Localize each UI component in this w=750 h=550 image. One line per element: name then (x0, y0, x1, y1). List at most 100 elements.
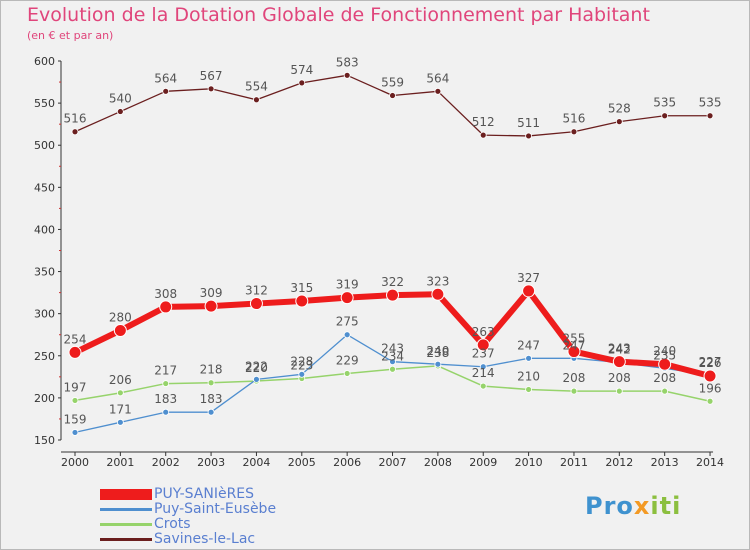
data-label: 218 (200, 363, 223, 377)
data-point (116, 389, 124, 397)
y-tick-label: 150 (34, 434, 55, 447)
data-label: 171 (109, 402, 132, 416)
data-label: 217 (154, 364, 177, 378)
data-label: 312 (245, 284, 268, 298)
data-labels-layer: 516 540 564 567 554 574 583 559 564 512 511 516 528 5… (64, 55, 722, 426)
data-label: 223 (290, 359, 313, 373)
data-label: 247 (517, 338, 540, 352)
data-label: 237 (472, 347, 495, 361)
data-point (434, 360, 442, 368)
data-label: 323 (426, 274, 449, 288)
data-point (162, 408, 170, 416)
x-tick-label: 2014 (696, 456, 724, 469)
y-tick-label: 550 (34, 97, 55, 110)
data-label: 234 (381, 349, 404, 363)
data-point (298, 79, 306, 87)
data-point (522, 284, 536, 298)
data-point (706, 112, 714, 120)
data-label: 567 (200, 69, 223, 83)
data-point (389, 92, 396, 99)
data-point (479, 382, 487, 390)
data-label: 540 (109, 92, 132, 106)
data-point (253, 96, 260, 104)
data-label: 208 (608, 371, 631, 385)
data-point (159, 300, 173, 314)
data-label: 183 (200, 392, 223, 406)
data-point (249, 297, 263, 311)
data-point (479, 363, 487, 371)
data-label: 206 (109, 373, 132, 387)
data-label: 583 (336, 55, 359, 69)
data-label: 255 (563, 332, 586, 346)
data-label: 196 (699, 381, 722, 395)
data-point (295, 294, 309, 308)
axes: 150 200 250 300 350 400 450 500 550 600 2000 2001 20… (34, 55, 724, 469)
legend-swatch (100, 508, 152, 511)
logo-part-iti: iti (650, 492, 682, 520)
data-point (434, 87, 442, 95)
data-point (661, 112, 669, 120)
data-label: 214 (472, 366, 495, 380)
data-point (343, 71, 351, 79)
y-tick-label: 350 (34, 266, 55, 279)
x-tick-label: 2005 (288, 456, 316, 469)
data-label: 210 (517, 369, 540, 383)
series-puy-sani-res (68, 284, 717, 383)
data-point (343, 331, 351, 339)
data-label: 511 (517, 116, 540, 130)
data-label: 319 (336, 278, 359, 292)
data-point (525, 354, 532, 362)
y-tick-label: 250 (34, 350, 55, 363)
data-point (204, 299, 218, 313)
data-label: 564 (426, 71, 449, 85)
data-label: 263 (472, 325, 495, 339)
data-point (71, 397, 79, 404)
data-label: 220 (245, 361, 268, 375)
x-tick-label: 2010 (515, 456, 543, 469)
data-point (68, 345, 82, 359)
data-point (340, 291, 354, 305)
data-label: 275 (336, 315, 359, 329)
logo-part-pro: Pro (585, 492, 634, 520)
data-label: 226 (699, 356, 722, 370)
data-label: 227 (699, 355, 722, 369)
data-label: 559 (381, 76, 404, 90)
data-label: 315 (290, 281, 313, 295)
data-point (567, 345, 581, 359)
data-label: 208 (563, 371, 586, 385)
data-label: 240 (653, 344, 676, 358)
data-label: 243 (381, 342, 404, 356)
data-point (207, 85, 215, 93)
data-label: 243 (608, 342, 631, 356)
data-label: 512 (472, 115, 495, 129)
y-tick-label: 200 (34, 392, 55, 405)
data-point (525, 132, 532, 140)
data-label: 516 (563, 112, 586, 126)
y-tick-label: 400 (34, 223, 55, 236)
data-label: 242 (608, 343, 631, 357)
data-label: 322 (381, 275, 404, 289)
legend-label: Crots (154, 516, 191, 532)
data-label: 159 (64, 412, 87, 426)
x-tick-label: 2009 (469, 456, 497, 469)
series-savines-le-lac (71, 71, 714, 140)
proxiti-logo: Proxiti (585, 492, 681, 520)
x-tick-label: 2011 (560, 456, 588, 469)
data-label: 183 (154, 392, 177, 406)
data-point (525, 386, 532, 393)
y-tick-label: 450 (34, 181, 55, 194)
data-point (71, 429, 79, 436)
data-label: 554 (245, 80, 268, 94)
data-label: 280 (109, 311, 132, 325)
data-label: 238 (426, 346, 449, 360)
data-point (479, 131, 487, 139)
y-tick-label: 500 (34, 139, 55, 152)
legend-swatch (100, 538, 152, 541)
data-point (570, 128, 578, 136)
x-tick-label: 2001 (106, 456, 134, 469)
data-label: 327 (517, 271, 540, 285)
data-point (570, 387, 578, 395)
line-chart: 150 200 250 300 350 400 450 500 550 600 2000 2001 20… (34, 55, 724, 469)
data-point (253, 375, 260, 383)
data-point (661, 387, 669, 395)
